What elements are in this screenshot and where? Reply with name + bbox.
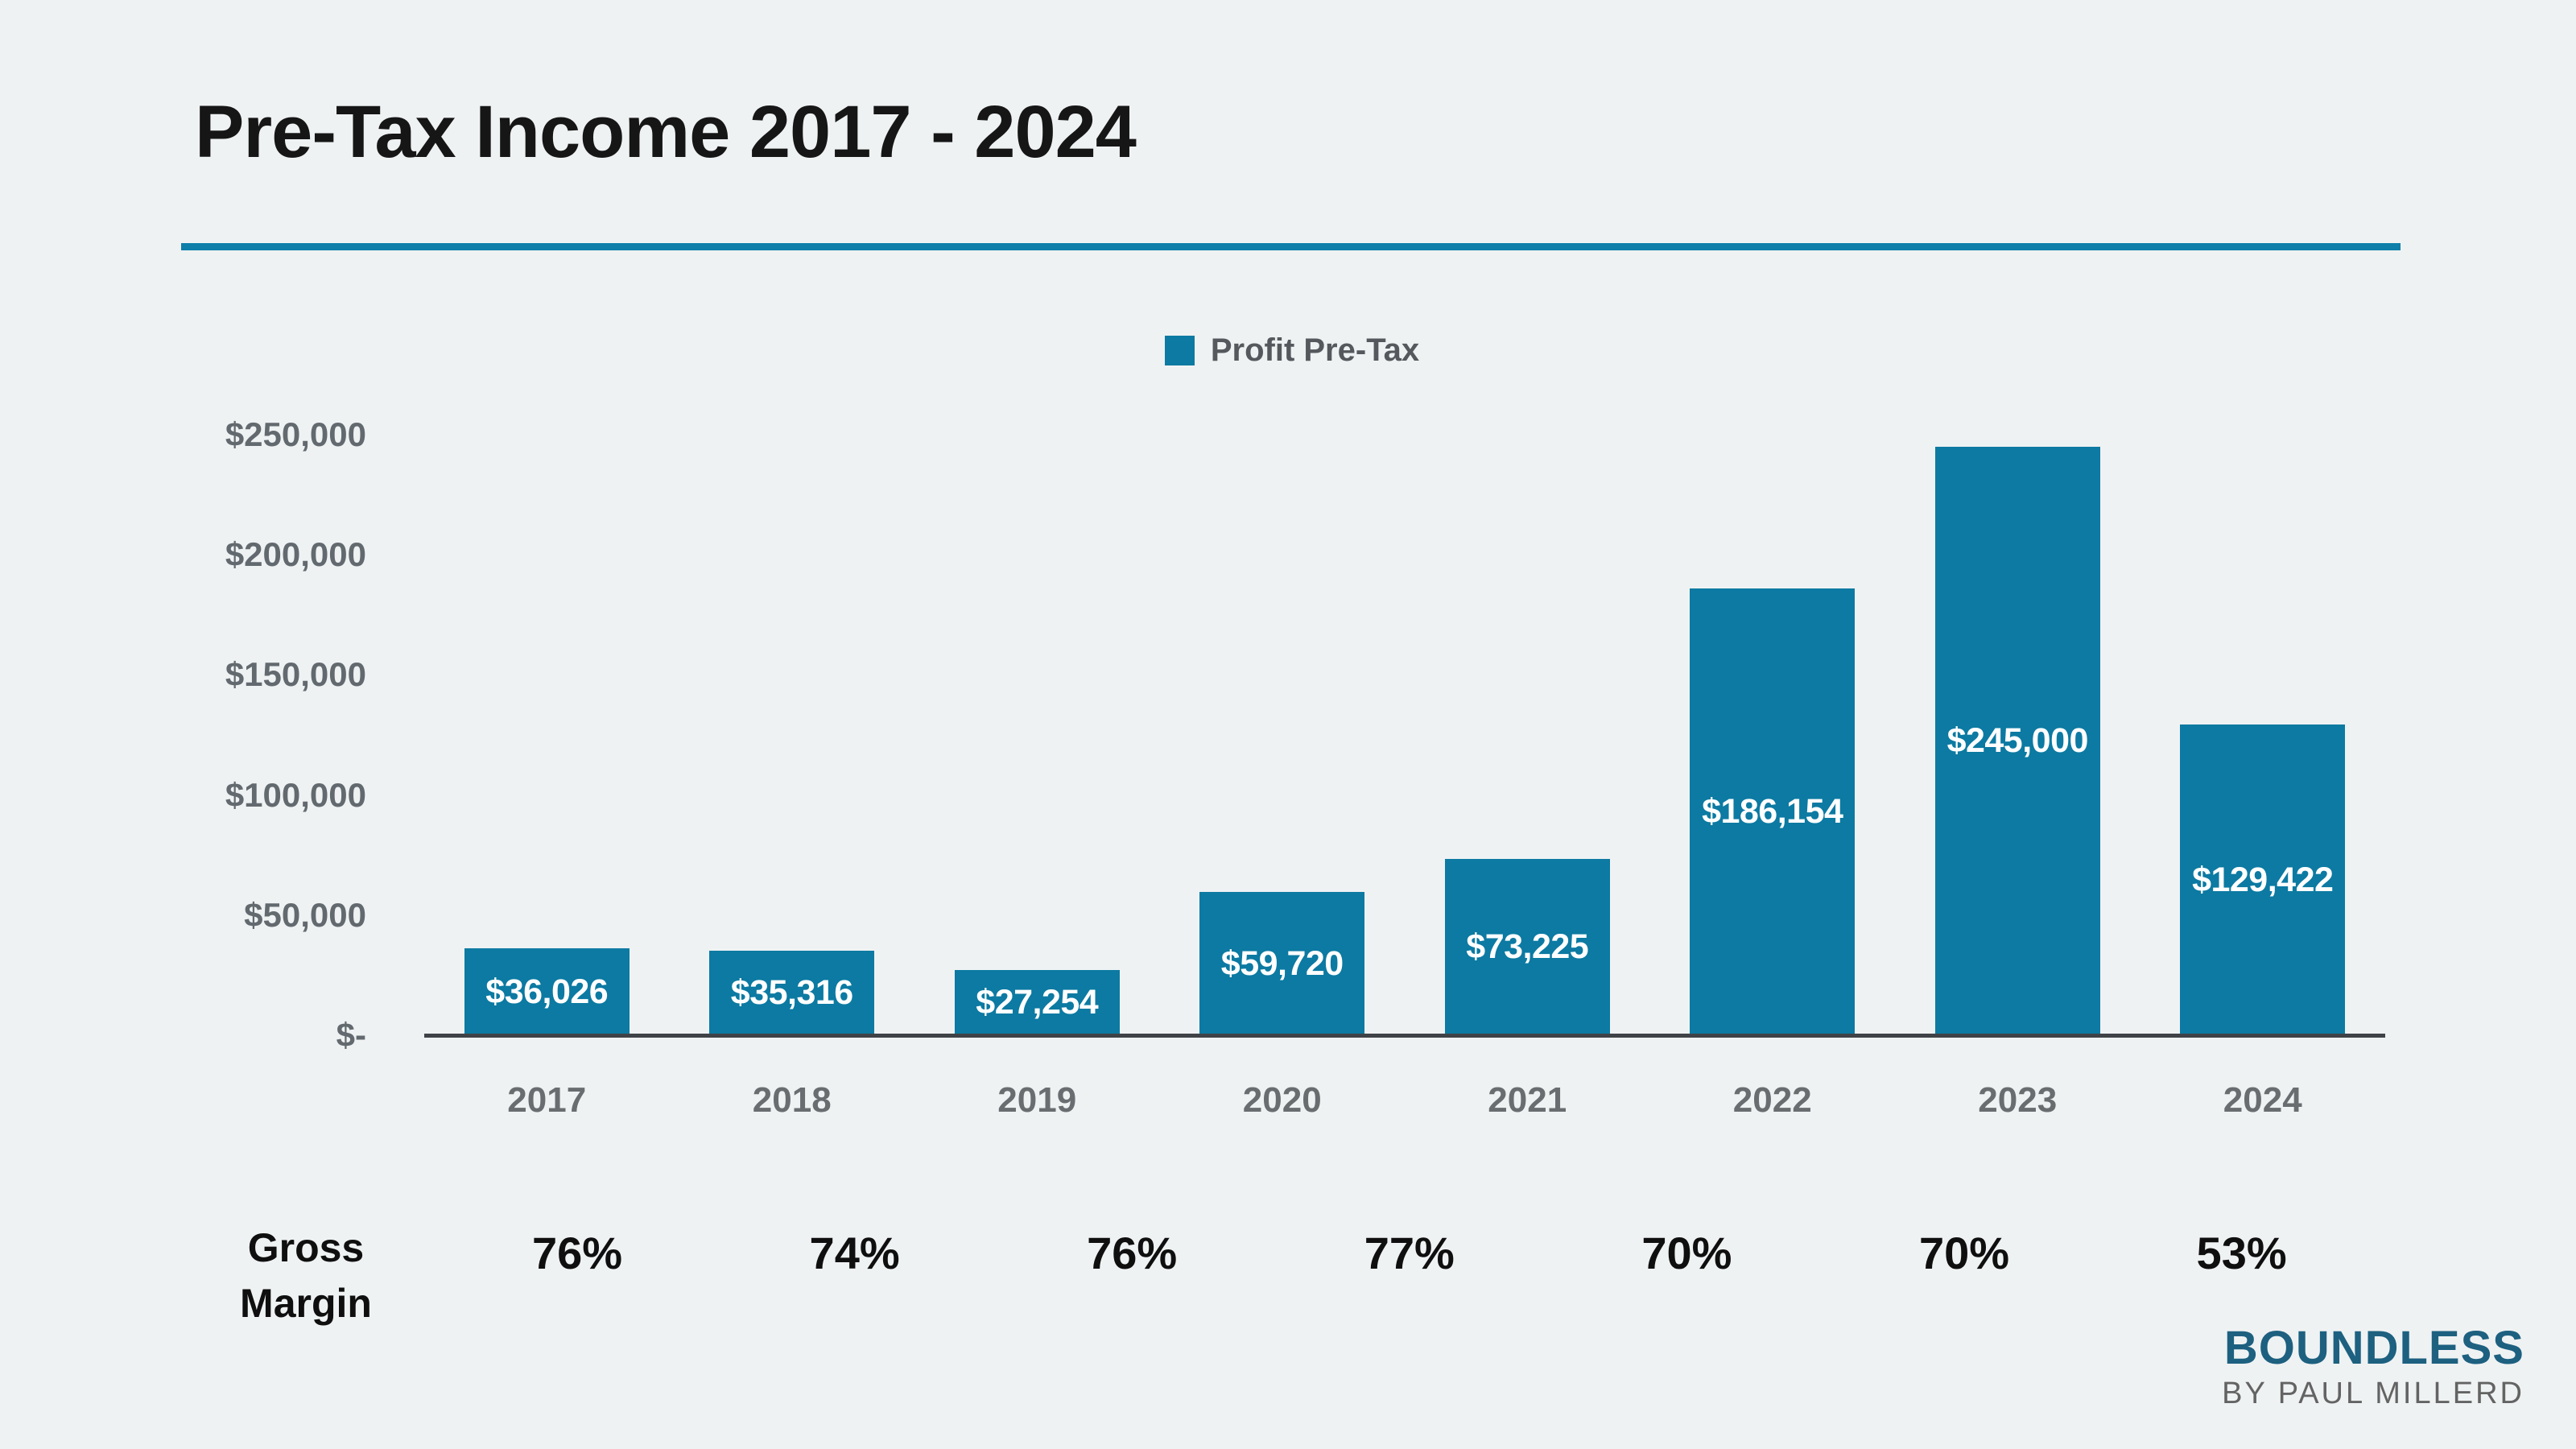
page-title: Pre-Tax Income 2017 - 2024 — [195, 91, 1137, 173]
x-tick-label-2021: 2021 — [1488, 1080, 1567, 1120]
bar-value-label: $73,225 — [1466, 927, 1589, 966]
bar-2019: $27,254 — [954, 970, 1120, 1035]
bar-2020: $59,720 — [1199, 892, 1365, 1035]
gross-margin-value: 74% — [809, 1228, 900, 1278]
title-divider-rule — [181, 243, 2401, 250]
bar-2024: $129,422 — [2180, 724, 2346, 1035]
y-tick-label: $250,000 — [225, 415, 366, 453]
gross-margin-label: Gross Margin — [240, 1225, 372, 1326]
bar-2023: $245,000 — [1934, 447, 2100, 1035]
bar-2018: $35,316 — [709, 951, 875, 1035]
y-tick-label: $50,000 — [244, 895, 366, 934]
gross-margin-value: 53% — [2196, 1228, 2287, 1278]
legend-label: Profit Pre-Tax — [1210, 332, 1420, 368]
x-tick-label-2018: 2018 — [752, 1080, 832, 1120]
bar-value-label: $36,026 — [485, 972, 609, 1011]
gross-margin-value: 76% — [1087, 1228, 1178, 1278]
y-tick-label: $100,000 — [225, 775, 366, 814]
x-tick-label-2023: 2023 — [1978, 1080, 2058, 1120]
gross-margin-value: 77% — [1364, 1228, 1455, 1278]
x-tick-label-2017: 2017 — [507, 1080, 587, 1120]
bar-2022: $186,154 — [1690, 588, 1856, 1035]
bar-value-label: $245,000 — [1946, 721, 2089, 760]
brand-logo: BOUNDLESS BY PAUL MILLERD — [2222, 1325, 2524, 1411]
legend-swatch-icon — [1164, 336, 1195, 365]
y-tick-label: $200,000 — [225, 535, 366, 574]
bar-2021: $73,225 — [1444, 859, 1610, 1035]
plot-area: $36,026 $35,316 $27,254 $59,720 $73,225 $186,… — [424, 419, 2385, 1035]
bar-value-label: $27,254 — [976, 983, 1099, 1022]
x-tick-label-2022: 2022 — [1732, 1080, 1812, 1120]
y-tick-label: $150,000 — [225, 655, 366, 694]
x-tick-label-2024: 2024 — [2223, 1080, 2302, 1120]
x-tick-label-2019: 2019 — [997, 1080, 1077, 1120]
bar-value-label: $35,316 — [730, 973, 853, 1012]
x-tick-label-2020: 2020 — [1242, 1080, 1322, 1120]
legend: Profit Pre-Tax — [185, 332, 2399, 369]
gross-margin-value: 76% — [531, 1228, 623, 1278]
bar-value-label: $129,422 — [2192, 860, 2334, 899]
brand-byline: BY PAUL MILLERD — [2222, 1377, 2524, 1410]
bar-value-label: $186,154 — [1702, 792, 1843, 831]
gross-margin-value: 70% — [1918, 1228, 2010, 1278]
bar-2017: $36,026 — [464, 948, 630, 1035]
y-tick-label: $- — [336, 1016, 366, 1054]
gross-margin-value: 70% — [1641, 1228, 1732, 1278]
bar-value-label: $59,720 — [1220, 943, 1344, 983]
brand-name: BOUNDLESS — [2223, 1322, 2524, 1374]
x-axis-line — [424, 1034, 2385, 1038]
